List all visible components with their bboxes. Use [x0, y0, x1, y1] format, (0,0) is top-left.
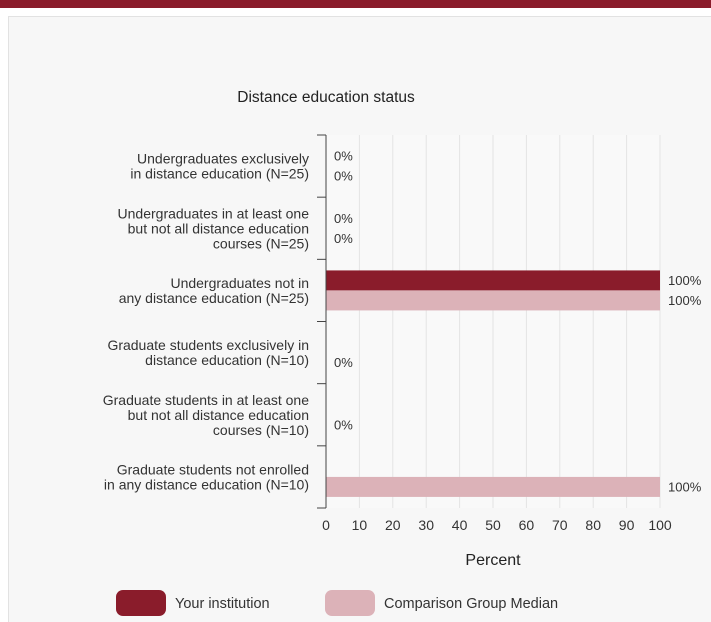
category-label-line: Undergraduates exclusively [137, 151, 309, 167]
data-label: 100% [668, 293, 702, 308]
legend-label: Comparison Group Median [384, 596, 558, 612]
category-label-line: Undergraduates in at least one [118, 205, 310, 221]
data-labels: 0% 0% 0% 0% 100% 100% 0% 0% 100% [334, 149, 702, 495]
x-tick-label: 100 [648, 517, 672, 533]
x-tick-label: 90 [619, 517, 635, 533]
x-tick-label: 20 [385, 517, 401, 533]
x-tick-labels: 0 10 20 30 40 50 60 70 80 90 100 [322, 517, 672, 533]
category-label: Undergraduates in at least one but not al… [118, 205, 310, 251]
data-label: 0% [334, 417, 353, 432]
x-tick-label: 70 [552, 517, 568, 533]
legend-swatch [325, 590, 375, 616]
category-label-line: Undergraduates not in [170, 275, 309, 291]
x-tick-label: 50 [485, 517, 501, 533]
gridlines [325, 135, 661, 508]
data-label: 0% [334, 149, 353, 164]
data-label: 100% [668, 479, 702, 494]
x-tick-label: 40 [452, 517, 468, 533]
data-label: 0% [334, 211, 353, 226]
data-label: 0% [334, 169, 353, 184]
x-tick-label: 10 [352, 517, 368, 533]
data-label: 0% [334, 231, 353, 246]
x-tick-label: 0 [322, 517, 330, 533]
legend-swatch [116, 590, 166, 616]
legend: Your institution Comparison Group Median [116, 590, 558, 616]
top-accent-bar [0, 0, 711, 8]
category-label-line: but not all distance education [128, 220, 309, 236]
category-labels: Undergraduates exclusively in distance ed… [103, 151, 309, 493]
legend-label: Your institution [175, 596, 270, 612]
category-label: Undergraduates not in any distance educat… [119, 275, 309, 306]
y-axis [317, 134, 327, 509]
category-label-line: Graduate students exclusively in [107, 337, 309, 353]
category-label-line: in distance education (N=25) [130, 166, 309, 182]
category-label-line: Graduate students not enrolled [117, 461, 309, 477]
bar [326, 270, 660, 291]
category-label-line: any distance education (N=25) [119, 290, 309, 306]
category-label: Graduate students not enrolled in any dis… [104, 461, 309, 492]
x-axis-title: Percent [465, 552, 521, 569]
category-label-line: but not all distance education [128, 407, 309, 423]
category-label: Graduate students exclusively in distance… [107, 337, 309, 368]
bar [326, 476, 660, 497]
category-label: Undergraduates exclusively in distance ed… [130, 151, 309, 182]
category-label-line: Graduate students in at least one [103, 392, 309, 408]
data-label: 0% [334, 355, 353, 370]
category-label-line: courses (N=25) [213, 235, 309, 251]
bars [326, 270, 660, 497]
x-tick-label: 60 [519, 517, 535, 533]
chart-title: Distance education status [237, 89, 415, 106]
x-tick-label: 30 [418, 517, 434, 533]
category-label-line: in any distance education (N=10) [104, 476, 309, 492]
x-tick-label: 80 [585, 517, 601, 533]
category-label-line: distance education (N=10) [145, 352, 309, 368]
category-label-line: courses (N=10) [213, 422, 309, 438]
category-label: Graduate students in at least one but not… [103, 392, 309, 438]
data-label: 100% [668, 273, 702, 288]
bar [326, 290, 660, 311]
